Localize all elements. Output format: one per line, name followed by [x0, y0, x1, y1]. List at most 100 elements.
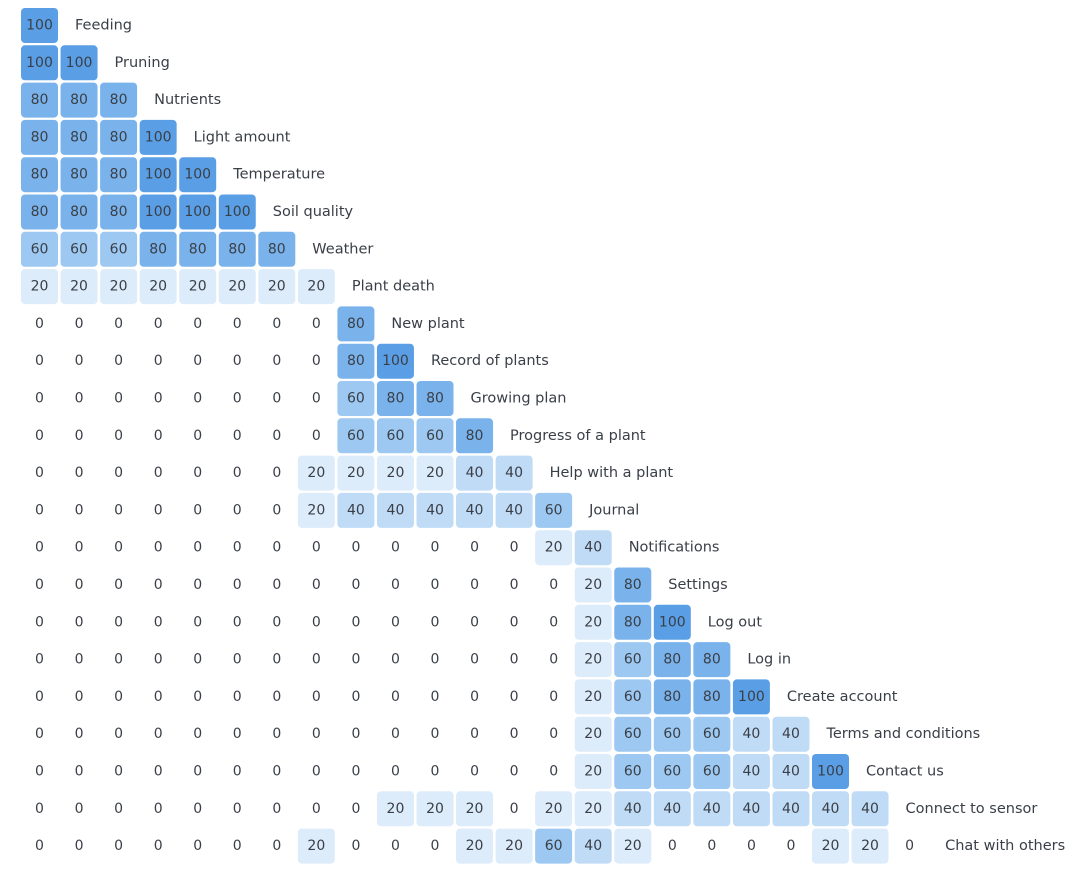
matrix-cell-value: 0 [233, 353, 242, 369]
matrix-cell-bg [218, 231, 256, 267]
matrix-cell-value: 80 [268, 241, 286, 257]
matrix-cell-value: 0 [351, 689, 360, 705]
matrix-cell-value: 0 [233, 316, 242, 332]
matrix-cell-value: 20 [545, 540, 563, 556]
matrix-cell-value: 0 [470, 652, 479, 668]
matrix-cell-bg [337, 418, 375, 454]
matrix-cell-value: 0 [193, 726, 202, 742]
matrix-cell-bg [574, 530, 612, 566]
matrix-cell-bg [614, 567, 652, 603]
matrix-cell-bg [574, 679, 612, 715]
matrix-cell-value: 0 [35, 316, 44, 332]
matrix-cell-value: 40 [624, 801, 642, 817]
matrix-cell-value: 60 [387, 428, 405, 444]
matrix-cell-value: 20 [70, 279, 88, 295]
matrix-cell-bg [179, 194, 217, 230]
matrix-cell-value: 60 [70, 241, 88, 257]
matrix-cell-value: 60 [31, 241, 49, 257]
matrix-cell-value: 0 [193, 614, 202, 630]
matrix-cell-value: 0 [75, 316, 84, 332]
matrix-cell-value: 80 [110, 129, 128, 145]
matrix-cell-value: 0 [233, 614, 242, 630]
matrix-cell-value: 100 [659, 614, 686, 630]
matrix-cell-value: 40 [782, 801, 800, 817]
matrix-cell-value: 0 [272, 764, 281, 780]
matrix-cell-value: 0 [193, 689, 202, 705]
matrix-cell-value: 20 [584, 764, 602, 780]
matrix-cell-bg [100, 157, 138, 193]
matrix-cell-bg [732, 716, 770, 752]
matrix-cell-value: 0 [35, 391, 44, 407]
matrix-cell-value: 0 [549, 652, 558, 668]
matrix-cell-value: 60 [663, 764, 681, 780]
matrix-cell-value: 20 [31, 279, 49, 295]
matrix-cell-bg [614, 754, 652, 789]
matrix-cell-bg [416, 381, 454, 416]
matrix-cell-bg [139, 157, 177, 193]
matrix-cell-value: 0 [154, 465, 163, 481]
matrix-cell-bg [614, 791, 652, 827]
matrix-cell-bg [614, 679, 652, 715]
matrix-cell-value: 0 [470, 689, 479, 705]
matrix-cell-value: 0 [668, 838, 677, 854]
matrix-cell-value: 60 [347, 428, 365, 444]
matrix-cell-value: 0 [312, 689, 321, 705]
matrix-cell-value: 0 [75, 391, 84, 407]
matrix-cell-value: 0 [510, 577, 519, 593]
matrix-cell-bg [21, 157, 58, 193]
matrix-cell-value: 0 [549, 764, 558, 780]
matrix-cell-value: 100 [184, 167, 211, 183]
matrix-cell-bg [139, 194, 177, 230]
matrix-cell-value: 0 [391, 726, 400, 742]
matrix-cell-value: 0 [272, 353, 281, 369]
matrix-cell-bg [297, 455, 335, 491]
matrix-cell-value: 20 [307, 279, 325, 295]
matrix-cell-value: 0 [154, 428, 163, 444]
matrix-cell-value: 0 [431, 764, 440, 780]
matrix-cell-value: 80 [426, 391, 444, 407]
matrix-cell-value: 0 [272, 801, 281, 817]
matrix-cell-value: 20 [228, 279, 246, 295]
matrix-cell-bg [60, 119, 98, 155]
matrix-cell-value: 0 [312, 353, 321, 369]
matrix-cell-value: 0 [35, 353, 44, 369]
matrix-cell-bg [21, 45, 58, 81]
matrix-cell-value: 0 [431, 540, 440, 556]
matrix-cell-value: 0 [35, 502, 44, 518]
matrix-cell-value: 0 [114, 540, 123, 556]
row-label: Journal [588, 502, 639, 518]
matrix-cell-value: 0 [114, 726, 123, 742]
row-label: Progress of a plant [510, 428, 646, 444]
matrix-cell-value: 40 [782, 764, 800, 780]
matrix-cell-value: 100 [145, 167, 172, 183]
matrix-cell-value: 0 [35, 652, 44, 668]
matrix-cell-value: 20 [584, 689, 602, 705]
matrix-cell-value: 0 [312, 764, 321, 780]
matrix-cell-value: 0 [154, 838, 163, 854]
matrix-cell-value: 20 [149, 279, 167, 295]
matrix-cell-value: 20 [584, 614, 602, 630]
matrix-cell-value: 0 [233, 577, 242, 593]
matrix-cell-value: 80 [387, 391, 405, 407]
matrix-cell-value: 80 [663, 652, 681, 668]
matrix-cell-value: 0 [193, 391, 202, 407]
matrix-cell-bg [100, 269, 138, 305]
matrix-cell-value: 0 [351, 577, 360, 593]
matrix-cell-value: 0 [905, 838, 914, 854]
matrix-cell-value: 0 [351, 801, 360, 817]
matrix-cell-value: 0 [35, 428, 44, 444]
matrix-cell-value: 0 [75, 764, 84, 780]
row-label: Weather [312, 241, 373, 257]
matrix-cell-value: 20 [347, 465, 365, 481]
matrix-cell-bg [653, 791, 691, 827]
matrix-cell-bg [100, 119, 138, 155]
matrix-cell-bg [495, 455, 533, 491]
matrix-cell-value: 0 [431, 614, 440, 630]
matrix-cell-value: 0 [35, 577, 44, 593]
matrix-cell-bg [574, 642, 612, 678]
matrix-cell-value: 0 [193, 764, 202, 780]
matrix-cell-bg [732, 679, 770, 715]
matrix-cell-value: 60 [624, 652, 642, 668]
matrix-cell-bg [732, 754, 770, 789]
matrix-cell-value: 80 [31, 204, 49, 220]
